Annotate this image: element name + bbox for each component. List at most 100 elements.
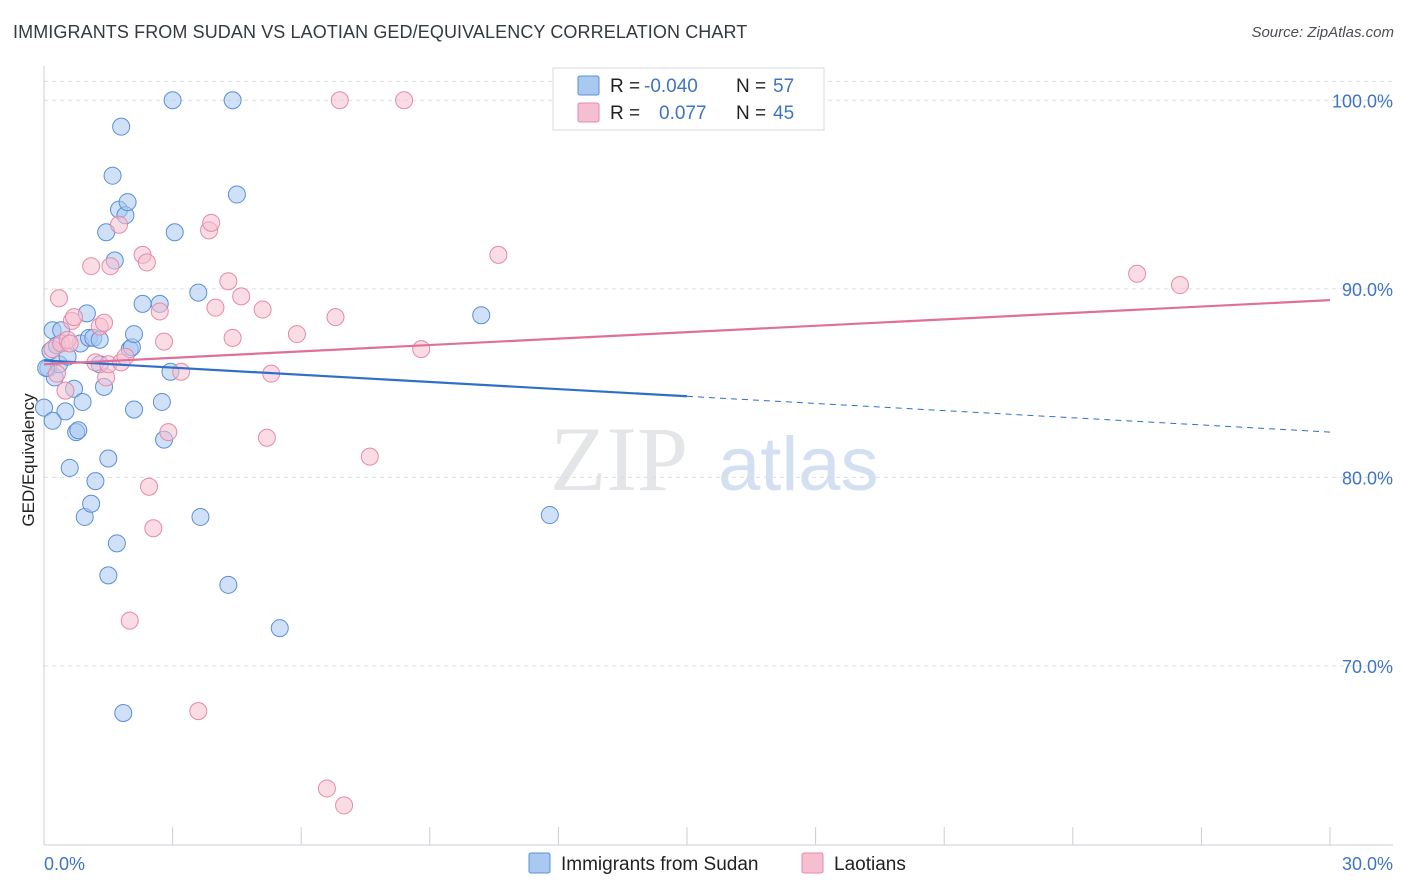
sudan-point-55 — [43, 411, 62, 430]
sudan-point-26 — [99, 449, 118, 468]
laotian-point-15 — [101, 257, 120, 276]
laotian-point-18 — [116, 347, 135, 366]
laotian-point-31 — [206, 298, 225, 317]
sudan-point-15 — [73, 392, 92, 411]
laotian-point-48 — [1170, 276, 1189, 295]
axes — [43, 66, 1393, 846]
bottom-legend-swatch-sudan — [528, 852, 551, 874]
laotian-point-24 — [150, 302, 169, 321]
bottom-legend-label-laotian: Laotians — [834, 854, 906, 875]
laotian-point-46 — [489, 245, 508, 264]
laotian-point-22 — [140, 477, 159, 496]
laotian-point-12 — [95, 313, 114, 332]
series-laotian-points — [43, 91, 1189, 815]
laotian-point-43 — [360, 447, 379, 466]
laotian-point-25 — [155, 332, 174, 351]
y-tick-label-80: 80.0% — [1342, 468, 1393, 488]
axis-ticks — [43, 827, 1331, 845]
sudan-point-41 — [152, 392, 171, 411]
sudan-point-8 — [56, 402, 75, 421]
legend-r-value-sudan: -0.040 — [644, 76, 698, 97]
laotian-point-45 — [412, 340, 431, 359]
chart-source: Source: ZipAtlas.com — [1251, 24, 1394, 41]
sudan-point-47 — [191, 507, 210, 526]
sudan-point-38 — [125, 400, 144, 419]
laotian-point-2 — [50, 289, 69, 308]
sudan-point-34 — [118, 193, 137, 212]
sudan-point-50 — [227, 185, 246, 204]
laotian-point-47 — [1128, 264, 1147, 283]
chart-title: IMMIGRANTS FROM SUDAN VS LAOTIAN GED/EQU… — [13, 22, 748, 42]
laotian-point-21 — [137, 253, 156, 272]
sudan-point-37 — [125, 325, 144, 344]
sudan-point-44 — [163, 91, 182, 110]
laotian-point-34 — [232, 287, 251, 306]
laotian-point-1 — [47, 364, 66, 383]
legend-swatch-sudan — [577, 75, 600, 96]
legend-r-value-laotian: 0.077 — [659, 103, 707, 124]
sudan-point-39 — [133, 294, 152, 313]
sudan-point-31 — [112, 117, 131, 136]
y-axis-label: GED/Equivalency — [19, 393, 38, 527]
laotian-point-8 — [65, 308, 84, 327]
laotian-point-42 — [335, 796, 354, 815]
trend-line-laotian — [43, 299, 1331, 366]
laotian-point-26 — [159, 423, 178, 442]
legend-r-label-sudan: R = — [610, 76, 640, 97]
trend-line-sudan — [43, 359, 688, 398]
laotian-point-32 — [219, 272, 238, 291]
sudan-point-45 — [165, 223, 184, 242]
bottom-legend-swatch-laotian — [801, 852, 824, 874]
laotian-point-41 — [330, 91, 349, 110]
sudan-point-46 — [189, 283, 208, 302]
x-tick-label-min: 0.0% — [44, 854, 85, 874]
sudan-point-27 — [103, 166, 122, 185]
laotian-point-40 — [326, 308, 345, 327]
legend-n-label-laotian: N = — [736, 103, 766, 124]
laotian-point-19 — [120, 611, 139, 630]
sudan-point-49 — [223, 91, 242, 110]
laotian-point-28 — [189, 702, 208, 721]
sudan-point-29 — [107, 534, 126, 553]
grid-lines — [44, 80, 1393, 667]
laotian-point-4 — [56, 381, 75, 400]
laotian-point-23 — [144, 519, 163, 538]
laotian-point-6 — [60, 334, 79, 353]
sudan-point-19 — [82, 494, 101, 513]
sudan-point-32 — [114, 704, 133, 723]
legend-n-value-laotian: 45 — [773, 103, 794, 124]
x-tick-label-max: 30.0% — [1342, 854, 1393, 874]
y-tick-label-90: 90.0% — [1342, 280, 1393, 300]
y-tick-label-100: 100.0% — [1332, 91, 1393, 111]
laotian-point-44 — [395, 91, 414, 110]
laotian-point-36 — [257, 428, 276, 447]
laotian-point-9 — [82, 257, 101, 276]
sudan-point-25 — [99, 566, 118, 585]
sudan-point-51 — [270, 619, 289, 638]
laotian-point-16 — [110, 215, 129, 234]
bottom-legend-label-sudan: Immigrants from Sudan — [561, 854, 758, 875]
trend-line-sudan-extrapolated — [686, 395, 1331, 433]
y-tick-label-70: 70.0% — [1342, 657, 1393, 677]
series-sudan-points — [35, 91, 559, 723]
sudan-point-53 — [540, 506, 559, 525]
sudan-point-10 — [60, 458, 79, 477]
sudan-point-48 — [219, 575, 238, 594]
legend-r-label-laotian: R = — [610, 103, 640, 124]
sudan-point-13 — [69, 421, 88, 440]
laotian-point-35 — [253, 300, 272, 319]
watermark-zip: ZIP — [550, 408, 688, 510]
legend-swatch-laotian — [577, 102, 600, 123]
legend-n-label-sudan: N = — [736, 76, 766, 97]
laotian-point-30 — [202, 213, 221, 232]
sudan-point-0 — [35, 398, 53, 417]
series-legend: Immigrants from Sudan Laotians — [528, 852, 906, 875]
stats-legend: R = -0.040 N = 57 R = 0.077 N = 45 — [552, 67, 825, 131]
sudan-point-21 — [86, 472, 105, 491]
legend-n-value-sudan: 57 — [773, 76, 794, 97]
sudan-point-52 — [472, 306, 491, 325]
laotian-point-27 — [172, 362, 191, 381]
watermark-atlas: atlas — [718, 422, 879, 507]
laotian-point-38 — [287, 325, 306, 344]
